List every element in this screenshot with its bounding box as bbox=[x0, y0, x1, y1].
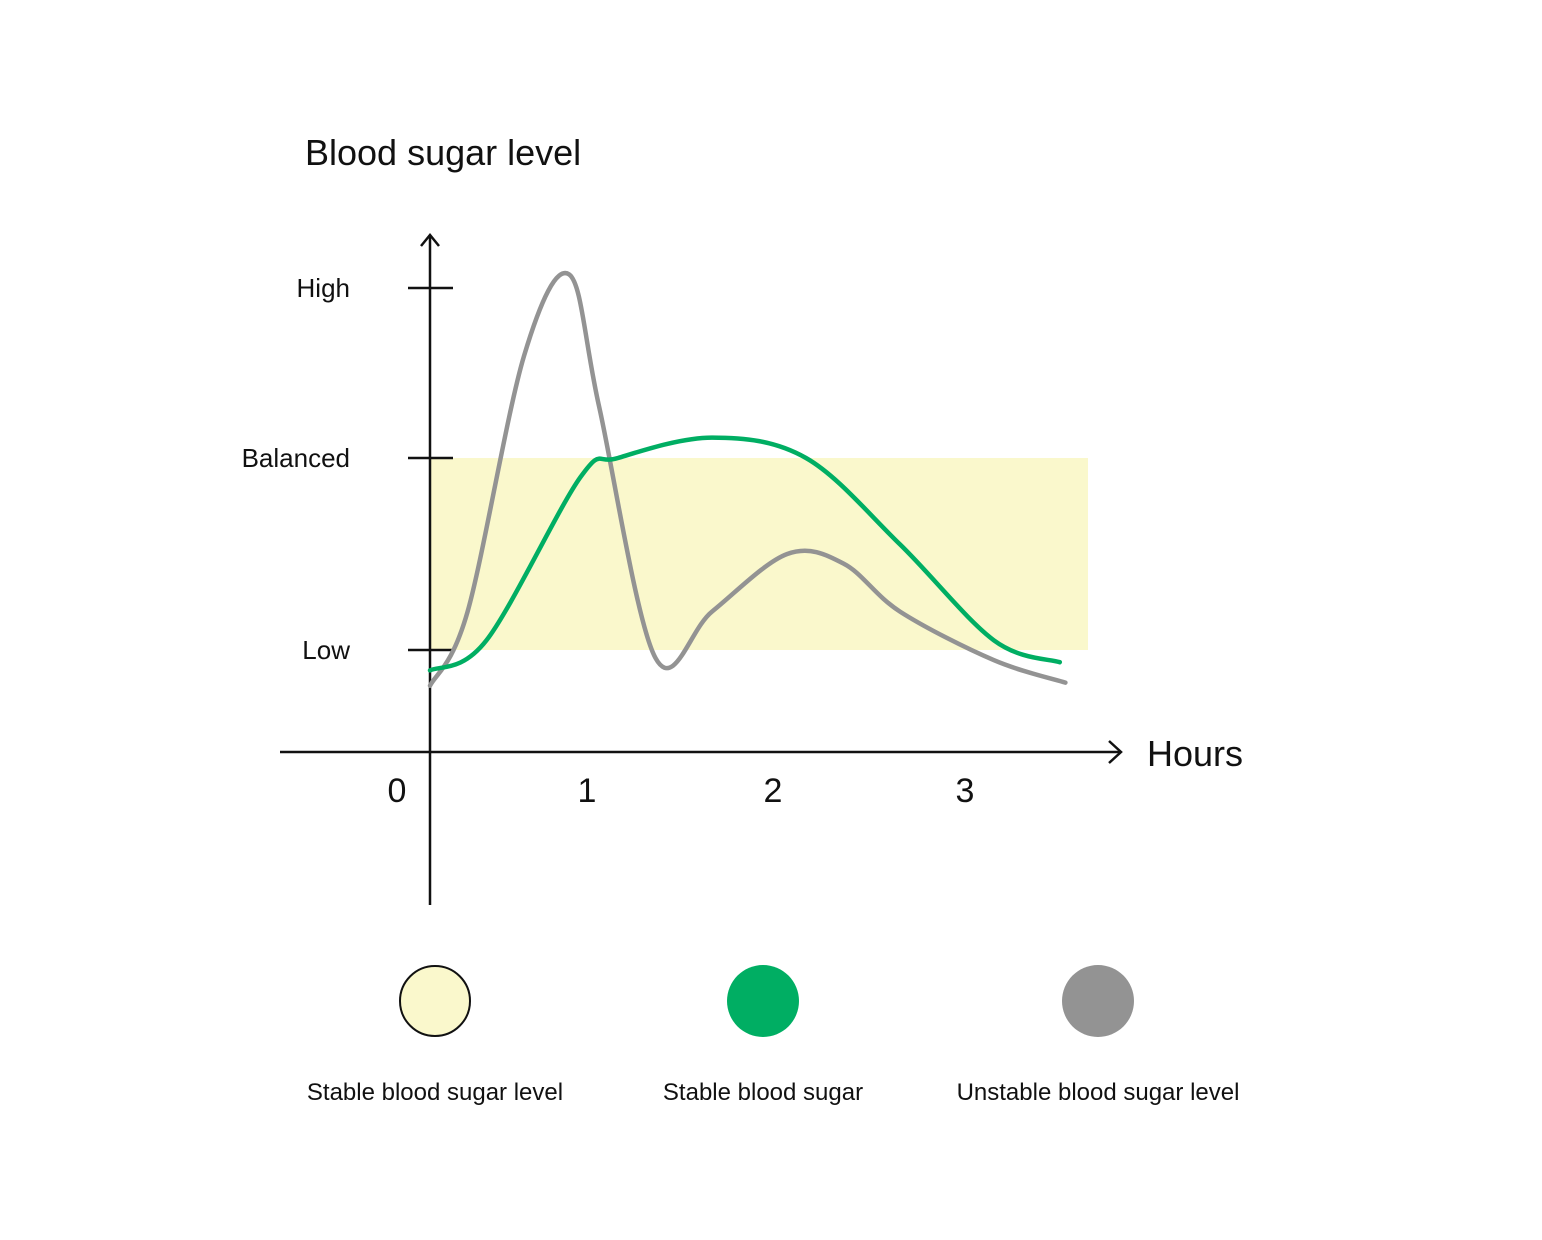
x-tick-label: 2 bbox=[764, 772, 783, 810]
x-ticks: 0 1 2 3 bbox=[388, 772, 975, 810]
legend-swatch-unstable bbox=[1062, 965, 1134, 1037]
stable-range-band bbox=[430, 458, 1088, 650]
y-axis-arrow bbox=[420, 233, 440, 247]
y-ticks: Low Balanced High bbox=[242, 273, 453, 665]
x-axis-title: Hours bbox=[1147, 733, 1243, 774]
series-line-stable-blood-sugar bbox=[427, 435, 1063, 673]
legend-label-band: Stable blood sugar level bbox=[306, 1079, 564, 1106]
y-tick-label: Balanced bbox=[242, 443, 350, 473]
x-tick-label: 0 bbox=[388, 772, 407, 810]
legend-label-stable: Stable blood sugar bbox=[662, 1079, 864, 1106]
y-axis-title: Blood sugar level bbox=[305, 132, 581, 173]
y-tick-label: Low bbox=[302, 635, 350, 665]
legend-label-unstable: Unstable blood sugar level bbox=[956, 1079, 1240, 1106]
y-tick-label: High bbox=[297, 273, 350, 303]
legend-item-unstable: Unstable blood sugar level bbox=[938, 965, 1258, 1125]
legend-swatch-band bbox=[399, 965, 471, 1037]
x-axis-arrow bbox=[1108, 740, 1123, 764]
series-lines bbox=[427, 270, 1068, 688]
x-tick-label: 1 bbox=[578, 772, 597, 810]
legend-item-stable: Stable blood sugar bbox=[603, 965, 923, 1125]
series-line-unstable-blood-sugar-level bbox=[427, 270, 1068, 688]
legend-swatch-stable bbox=[727, 965, 799, 1037]
legend-item-band: Stable blood sugar level bbox=[275, 965, 595, 1125]
x-tick-label: 3 bbox=[956, 772, 975, 810]
